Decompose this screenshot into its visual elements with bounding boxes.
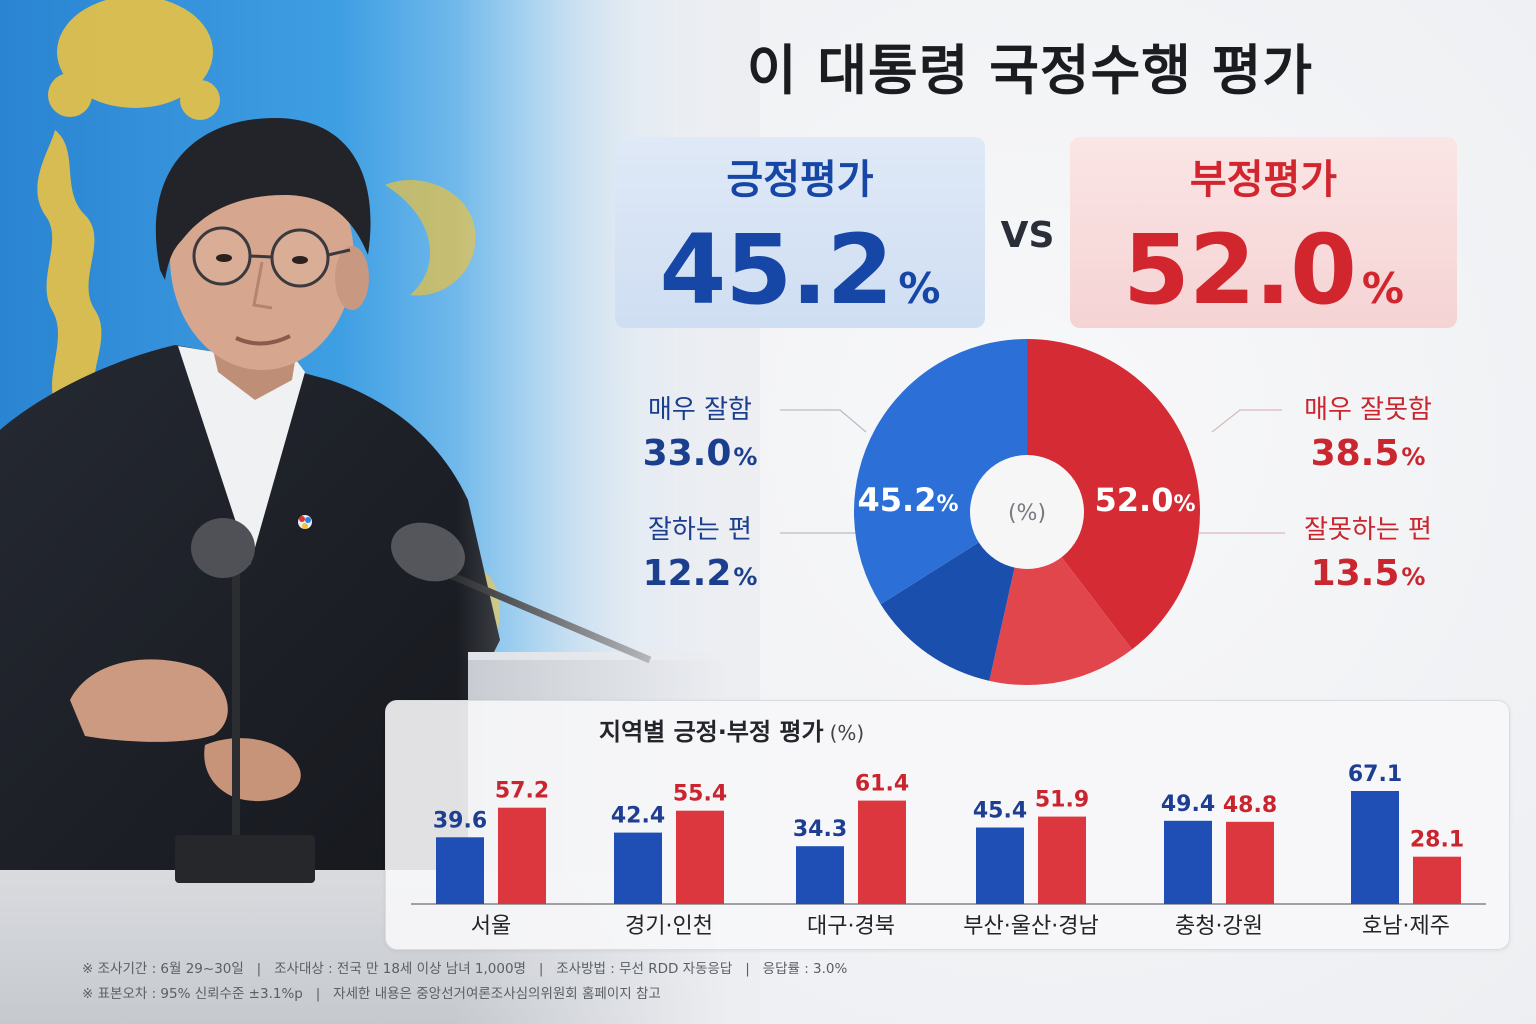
negative-number: 52.0 <box>1123 214 1357 326</box>
bar-label-positive-4: 49.4 <box>1161 792 1215 817</box>
bar-positive-1 <box>614 832 662 904</box>
slice-name: 매우 잘못함 <box>1304 395 1432 425</box>
bar-label-positive-5: 67.1 <box>1348 762 1402 787</box>
category-label: 충청·강원 <box>1175 914 1263 939</box>
slice-name: 잘못하는 편 <box>1304 515 1432 545</box>
slice-percent: 33.0% <box>610 432 790 479</box>
bar-negative-5 <box>1413 856 1461 904</box>
bar-negative-3 <box>1038 816 1086 904</box>
positive-value: 45.2% <box>660 220 941 348</box>
donut-positive-total: 45.2% <box>858 481 959 519</box>
bar-label-negative-1: 55.4 <box>673 782 727 807</box>
positive-label: 긍정평가 <box>726 157 874 203</box>
slice-value: 38.5 <box>1310 433 1400 474</box>
slice-unit: % <box>1401 443 1426 471</box>
bar-label-positive-3: 45.4 <box>973 799 1027 824</box>
bar-negative-4 <box>1226 821 1274 904</box>
slice-value: 33.0 <box>642 433 732 474</box>
slice-percent: 13.5% <box>1278 552 1458 599</box>
bar-label-positive-2: 34.3 <box>793 817 847 842</box>
slice-name: 잘하는 편 <box>648 515 752 545</box>
negative-value: 52.0% <box>1123 220 1404 348</box>
bar-negative-0 <box>498 807 546 904</box>
donut-chart: (%) 45.2% 52.0% <box>853 339 1200 686</box>
donut-positive-total-value: 45.2 <box>858 481 937 519</box>
slice-unit: % <box>733 443 758 471</box>
category-label: 경기·인천 <box>625 914 713 939</box>
regional-chart-title-text: 지역별 긍정·부정 평가 <box>599 718 824 746</box>
bar-positive-4 <box>1164 820 1212 904</box>
negative-label: 부정평가 <box>1189 157 1338 203</box>
footnotes: ※ 조사기간 : 6월 29~30일 | 조사대상 : 전국 만 18세 이상 … <box>82 957 847 1007</box>
bar-label-positive-1: 42.4 <box>611 804 665 829</box>
footnote-line-2: ※ 표본오차 : 95% 신뢰수준 ±3.1%p | 자세한 내용은 중앙선거여… <box>82 986 661 1002</box>
bar-label-negative-5: 28.1 <box>1410 828 1464 853</box>
category-label: 부산·울산·경남 <box>963 914 1098 939</box>
donut-negative-total-unit: % <box>1173 492 1195 517</box>
donut-slice-very-bad <box>1027 339 1200 650</box>
slice-unit: % <box>1401 563 1426 591</box>
regional-bar-chart: 39.6 57.2 서울 42.4 55.4 경기·인천 34.3 61.4 대구·경북 45.4… <box>411 762 1486 939</box>
vs-label: VS <box>1000 215 1055 256</box>
bar-negative-1 <box>676 810 724 904</box>
bar-label-negative-3: 51.9 <box>1035 788 1089 813</box>
negative-summary-box: 부정평가 52.0% <box>1070 137 1457 328</box>
bar-label-negative-0: 57.2 <box>495 779 549 804</box>
category-label: 대구·경북 <box>807 914 895 939</box>
donut-positive-total-unit: % <box>936 492 958 517</box>
regional-chart-unit: (%) <box>829 721 865 745</box>
bar-label-positive-0: 39.6 <box>433 808 487 833</box>
slice-percent: 38.5% <box>1278 432 1458 479</box>
bar-positive-3 <box>976 827 1024 904</box>
bar-label-negative-4: 48.8 <box>1223 793 1277 818</box>
category-label: 서울 <box>471 914 511 939</box>
positive-summary-box: 긍정평가 45.2% <box>615 137 985 328</box>
slice-value: 12.2 <box>642 553 732 594</box>
donut-center-label: (%) <box>1008 501 1046 526</box>
slice-value: 13.5 <box>1310 553 1400 594</box>
positive-number: 45.2 <box>659 214 894 326</box>
page-title: 이 대통령 국정수행 평가 <box>746 39 1314 102</box>
bar-label-negative-2: 61.4 <box>855 772 909 797</box>
donut-negative-total-value: 52.0 <box>1095 481 1174 519</box>
slice-label-bad: 잘못하는 편 13.5% <box>1278 514 1458 599</box>
footnote-line-1: ※ 조사기간 : 6월 29~30일 | 조사대상 : 전국 만 18세 이상 … <box>82 961 848 977</box>
slice-percent: 12.2% <box>610 552 790 599</box>
regional-chart-panel: 39.6 57.2 서울 42.4 55.4 경기·인천 34.3 61.4 대구·경북 45.4… <box>385 700 1510 950</box>
slice-label-good: 잘하는 편 12.2% <box>610 514 790 599</box>
slice-unit: % <box>733 563 758 591</box>
donut-negative-total: 52.0% <box>1095 481 1196 519</box>
bar-negative-2 <box>858 800 906 904</box>
donut-hole <box>970 455 1084 569</box>
leader-line-very-bad <box>1211 409 1282 433</box>
bar-positive-5 <box>1351 791 1399 904</box>
bar-positive-2 <box>796 846 844 904</box>
regional-chart-title: 지역별 긍정·부정 평가 (%) <box>599 715 864 750</box>
bar-positive-0 <box>436 837 484 904</box>
positive-unit: % <box>898 264 941 313</box>
slice-name: 매우 잘함 <box>648 395 752 425</box>
negative-unit: % <box>1361 264 1404 313</box>
slice-label-very-bad: 매우 잘못함 38.5% <box>1278 394 1458 479</box>
category-label: 호남·제주 <box>1362 914 1450 939</box>
slice-label-very-good: 매우 잘함 33.0% <box>610 394 790 479</box>
